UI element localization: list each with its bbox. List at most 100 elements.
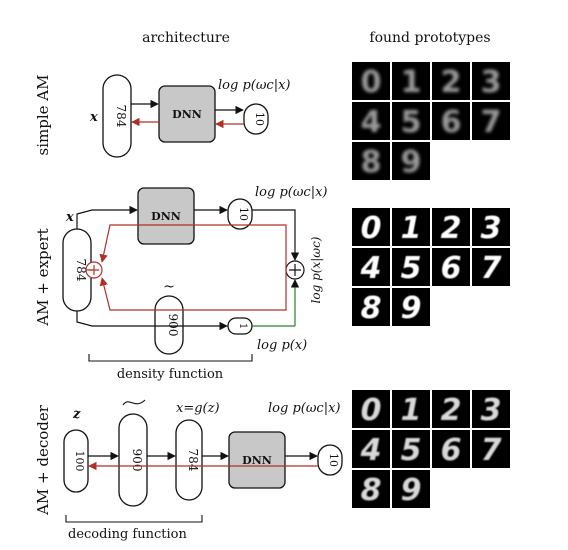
forward-arrow: [76, 205, 138, 229]
dnn-box: [158, 85, 216, 143]
svg-text:2: 2: [441, 211, 462, 246]
x-input-label: x: [65, 210, 74, 225]
log-p-x-wc-label: log p(x|ωc): [309, 236, 323, 303]
svg-text:8: 8: [361, 291, 382, 326]
prototype-grid-simple-am: 0 1 2 3 4 5 6 7 8 9: [352, 62, 510, 180]
svg-text:3: 3: [481, 393, 502, 428]
prototype-digit-2: 2: [432, 208, 470, 246]
prototypes-header: found prototypes: [369, 30, 490, 46]
svg-text:0: 0: [361, 393, 382, 428]
node-10-label: 10: [327, 453, 340, 467]
svg-text:6: 6: [441, 251, 462, 286]
row-label-simple-am: simple AM: [34, 75, 52, 156]
prototype-digit-7: 7: [472, 248, 510, 286]
dnn-box: [228, 431, 286, 489]
prototype-digit-5: 5: [392, 248, 430, 286]
svg-text:8: 8: [361, 473, 382, 508]
sigmoid-icon: [122, 399, 146, 406]
prototype-digit-1: 1: [392, 62, 430, 100]
svg-text:8: 8: [361, 145, 382, 180]
prototype-digit-3: 3: [472, 208, 510, 246]
node-784: [102, 74, 132, 158]
svg-text:5: 5: [401, 433, 422, 468]
svg-text:3: 3: [481, 211, 502, 246]
prototype-digit-6: 6: [432, 248, 470, 286]
svg-text:2: 2: [441, 393, 462, 428]
node-784: [175, 419, 203, 501]
node-10: [227, 198, 253, 230]
density-caption: density function: [117, 367, 224, 382]
node-784-label: 784: [74, 259, 88, 282]
svg-text:7: 7: [481, 433, 502, 468]
backward-arrow: [99, 224, 287, 270]
svg-text:3: 3: [481, 65, 502, 100]
backward-arrow: [99, 270, 287, 311]
svg-text:4: 4: [361, 105, 382, 140]
node-900: [118, 413, 148, 507]
prototype-digit-2: 2: [432, 62, 470, 100]
prototype-digit-6: 6: [432, 430, 470, 468]
prototype-digit-5: 5: [392, 430, 430, 468]
row-label-am-expert: AM + expert: [34, 228, 52, 326]
node-900-label: 900: [130, 449, 144, 472]
prototype-digit-1: 1: [392, 390, 430, 428]
log-p-wc-x-label: log p(ωc|x): [218, 78, 291, 93]
log-p-x-label: log p(x): [257, 338, 307, 353]
prototype-digit-0: 0: [352, 208, 390, 246]
svg-text:6: 6: [441, 105, 462, 140]
simple-am-diagram: x 784 DNN 10 log p(ωc|x): [89, 74, 291, 158]
svg-text:1: 1: [401, 65, 422, 100]
row-label-am-decoder: AM + decoder: [34, 404, 52, 516]
node-10: [243, 103, 269, 135]
tilde-sign: ~: [163, 279, 175, 295]
prototype-digit-0: 0: [352, 390, 390, 428]
prototype-digit-8: 8: [352, 288, 390, 326]
decoding-caption: decoding function: [68, 527, 187, 542]
density-bracket: [88, 354, 253, 362]
svg-text:9: 9: [401, 145, 422, 180]
dnn-label: DNN: [151, 210, 181, 223]
svg-text:7: 7: [481, 105, 502, 140]
dnn-box: [137, 187, 195, 245]
svg-text:4: 4: [360, 433, 382, 468]
architecture-header: architecture: [142, 30, 230, 46]
prototype-digit-9: 9: [392, 142, 430, 180]
am-decoder-diagram: z 100 900 784 DNN 10 x=g(z) log p(ωc|x) …: [63, 399, 343, 542]
svg-text:7: 7: [481, 251, 502, 286]
prototype-digit-8: 8: [352, 470, 390, 508]
svg-text:0: 0: [361, 211, 382, 246]
node-10: [317, 444, 343, 476]
svg-text:5: 5: [401, 105, 422, 140]
prototype-digit-3: 3: [472, 390, 510, 428]
node-10-label: 10: [253, 112, 266, 126]
prototype-digit-4: 4: [352, 430, 390, 468]
prototype-digit-4: 4: [352, 102, 390, 140]
prototype-digit-7: 7: [472, 102, 510, 140]
prototype-digit-2: 2: [432, 390, 470, 428]
forward-arrow: [252, 209, 300, 261]
node-100-label: 100: [73, 451, 86, 472]
node-100: [63, 429, 89, 493]
prototype-digit-9: 9: [392, 288, 430, 326]
svg-text:4: 4: [360, 251, 382, 286]
prototype-digit-0: 0: [352, 62, 390, 100]
node-900-label: 900: [166, 314, 180, 337]
log-p-wc-x-label: log p(ωc|x): [255, 185, 328, 200]
am-expert-diagram: x 784 DNN 10 900 1 ~ log p(ωc|x) log p(x…: [62, 185, 328, 382]
dnn-label: DNN: [242, 454, 272, 467]
forward-arrow: [76, 311, 228, 331]
svg-text:1: 1: [401, 211, 422, 246]
x-input-label: x: [89, 110, 98, 125]
prototype-digit-7: 7: [472, 430, 510, 468]
svg-text:5: 5: [401, 251, 422, 286]
prototype-digit-1: 1: [392, 208, 430, 246]
plus-sign: [289, 264, 301, 276]
node-1-label: 1: [237, 323, 248, 329]
svg-text:1: 1: [401, 393, 422, 428]
svg-text:2: 2: [441, 65, 462, 100]
svg-text:9: 9: [401, 473, 422, 508]
svg-text:6: 6: [441, 433, 462, 468]
prototype-digit-4: 4: [352, 248, 390, 286]
prototype-grid-am-expert: 0 1 2 3 4 5 6 7 8 9: [352, 208, 510, 326]
